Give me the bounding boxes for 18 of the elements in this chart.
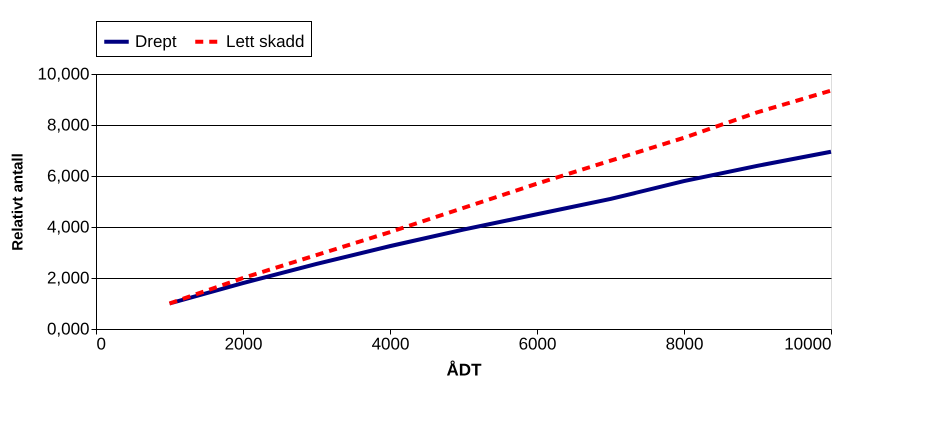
y-tick-label: 6,000 [46,166,90,186]
x-tick-label: 4000 [372,334,410,354]
y-tick-label: 4,000 [46,218,90,236]
y-tick-label: 0,000 [46,320,90,338]
y-tick-label: 10,000 [38,64,90,84]
legend-label: Drept [135,32,177,51]
legend-label: Lett skadd [226,32,304,51]
line-series [168,150,833,306]
x-tick-label: 2000 [224,334,262,354]
line-series [168,88,833,306]
x-tick-label: 8000 [666,334,704,354]
x-tick-label: 0 [96,334,106,354]
y-tick-label: 8,000 [46,116,90,134]
x-tick-label: 6000 [518,334,556,354]
x-axis-title: ÅDT [446,360,482,380]
y-axis-title: Relativt antall [10,153,27,251]
y-tick-label: 2,000 [46,268,90,288]
x-tick-label: 10000 [784,334,832,354]
